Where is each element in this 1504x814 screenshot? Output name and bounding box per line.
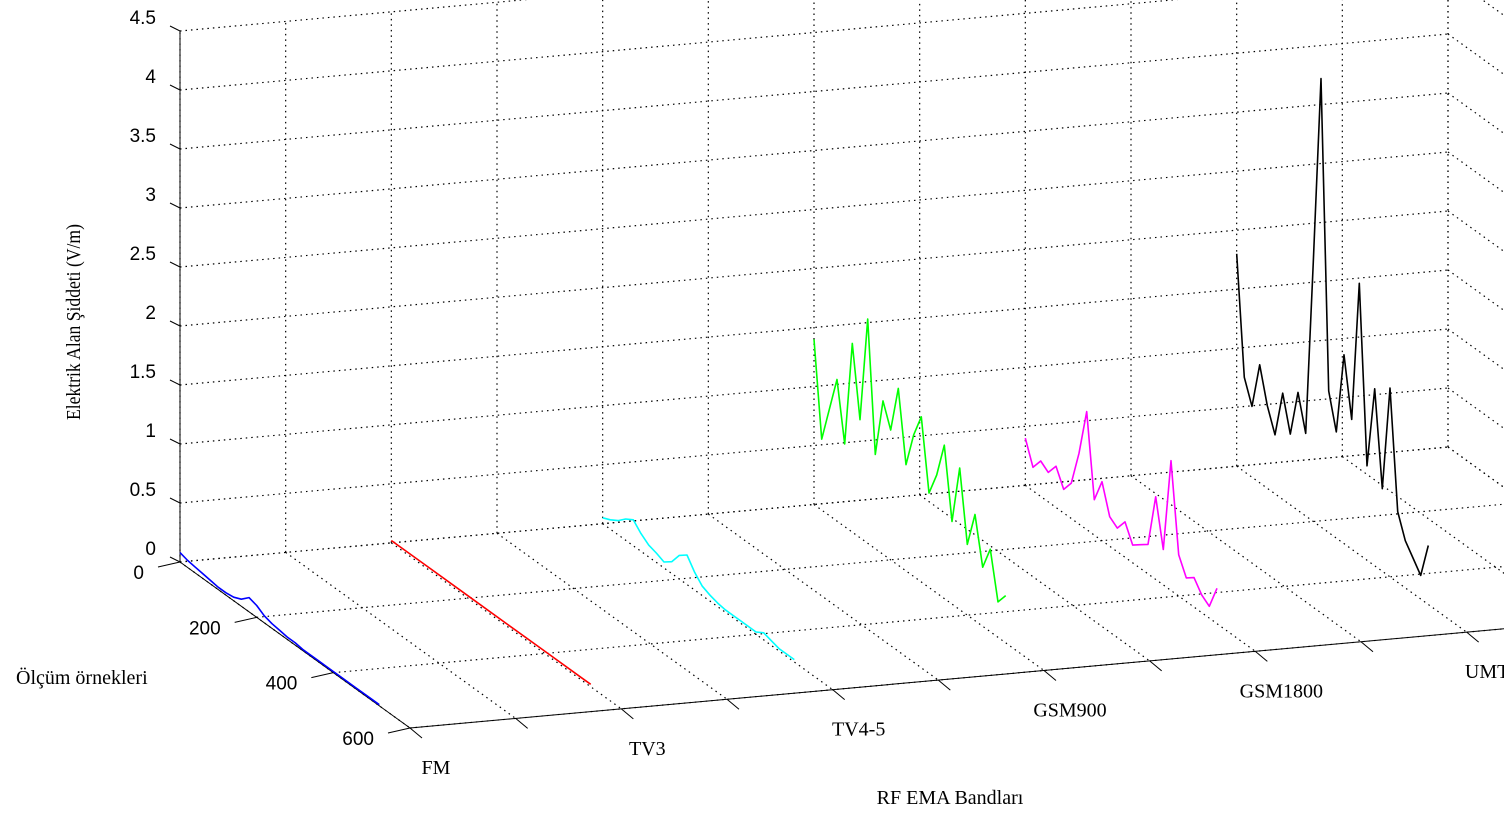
series-line-tv4-5 xyxy=(602,517,795,661)
axes xyxy=(157,25,1504,739)
y-axis-line xyxy=(179,561,411,729)
x-tick-mark xyxy=(1149,660,1162,672)
grid-line xyxy=(1481,0,1504,17)
grid-line xyxy=(1447,33,1504,76)
x-tick-label: GSM1800 xyxy=(1240,680,1323,702)
z-tick-mark xyxy=(169,320,181,327)
y-tick-mark xyxy=(157,561,181,568)
y-tick-mark xyxy=(387,727,411,734)
x-tick-mark xyxy=(1043,670,1057,681)
x-tick-mark xyxy=(1360,641,1374,653)
grid-line xyxy=(409,628,1504,729)
series-line-gsm1800 xyxy=(1024,410,1218,608)
y-tick-label: 400 xyxy=(266,674,298,695)
x-axis-line xyxy=(409,628,1504,729)
grid-line xyxy=(602,523,834,691)
grid-line xyxy=(919,494,1151,662)
grid-line xyxy=(1447,269,1504,312)
grid-line xyxy=(1341,456,1504,575)
z-tick-mark xyxy=(169,497,181,504)
z-tick-label: 3.5 xyxy=(130,126,156,147)
x-tick-mark xyxy=(726,698,740,710)
grid-lines xyxy=(179,0,1504,729)
z-tick-mark xyxy=(169,143,181,150)
x-tick-mark xyxy=(938,679,951,691)
y-tick-mark xyxy=(234,616,257,623)
z-tick-label: 3 xyxy=(145,185,156,206)
grid-line xyxy=(707,513,939,681)
z-tick-mark xyxy=(169,261,181,268)
grid-line xyxy=(813,504,1045,671)
z-tick-label: 0 xyxy=(145,539,156,560)
x-tick-label: TV4-5 xyxy=(832,719,885,741)
y-tick-label: 0 xyxy=(133,563,144,584)
grid-line xyxy=(179,151,1449,268)
x-tick-label: GSM900 xyxy=(1033,700,1106,722)
grid-line xyxy=(1447,328,1504,371)
y-axis-title: Ölçüm örnekleri xyxy=(16,666,148,689)
grid-line xyxy=(1236,465,1468,633)
z-tick-label: 4 xyxy=(145,67,156,88)
z-tick-mark xyxy=(169,25,181,32)
grid-line xyxy=(1447,92,1504,135)
z-tick-mark xyxy=(169,84,181,91)
x-tick-mark xyxy=(515,718,528,729)
x-tick-mark xyxy=(1466,631,1479,643)
grid-line xyxy=(1448,0,1504,82)
z-tick-label: 1 xyxy=(145,421,156,442)
grid-line xyxy=(1130,475,1362,643)
x-tick-mark xyxy=(409,727,423,739)
x-tick-label: TV3 xyxy=(629,738,666,760)
grid-line xyxy=(1447,387,1504,430)
z-tick-mark xyxy=(169,379,181,386)
grid-line xyxy=(1447,446,1504,489)
z-tick-label: 0.5 xyxy=(130,480,156,501)
series-line-umts xyxy=(1235,77,1430,577)
grid-line xyxy=(390,542,622,710)
z-axis-title: Elektrik Alan Şiddeti (V/m) xyxy=(63,224,85,420)
y-tick-mark xyxy=(311,672,334,679)
x-tick-mark xyxy=(832,689,845,701)
z-tick-label: 4.5 xyxy=(130,8,156,29)
grid-line xyxy=(333,565,1504,674)
x-axis-title: RF EMA Bandları xyxy=(877,787,1024,809)
series-line-gsm900 xyxy=(813,318,1007,603)
x-tick-label: FM xyxy=(422,757,451,779)
z-tick-mark xyxy=(169,202,181,209)
x-tick-mark xyxy=(1255,650,1268,662)
y-tick-label: 200 xyxy=(189,618,221,639)
data-series xyxy=(179,77,1430,706)
x-tick-mark xyxy=(621,708,634,720)
z-tick-label: 1.5 xyxy=(130,362,156,383)
grid-line xyxy=(1447,151,1504,194)
grid-line xyxy=(1447,210,1504,253)
series-line-tv3 xyxy=(390,539,592,685)
z-tick-label: 2 xyxy=(145,303,156,324)
grid-line xyxy=(1024,484,1256,652)
series-line-fm xyxy=(179,552,380,706)
tick-labels: 0 0.5 1 1.5 2 2.5 3 3.5 4 4.5 0 200 400 600 FM TV3 TV4-5… xyxy=(16,8,1504,809)
grid-line xyxy=(179,0,529,32)
grid-line xyxy=(256,503,1504,618)
z-tick-label: 2.5 xyxy=(130,244,156,265)
x-tick-label: UMTS xyxy=(1465,661,1504,683)
grid-line xyxy=(1447,446,1504,489)
y-tick-label: 600 xyxy=(342,729,374,750)
z-tick-mark xyxy=(169,556,181,563)
z-tick-mark xyxy=(169,438,181,445)
grid-line xyxy=(285,551,517,719)
grid-line xyxy=(496,532,728,700)
